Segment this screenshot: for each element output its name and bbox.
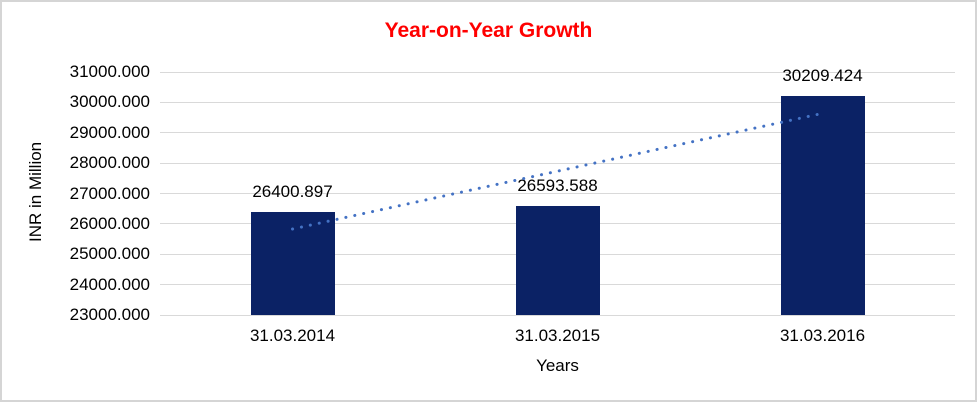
x-tick-label: 31.03.2015	[514, 326, 601, 345]
y-tick-label: 24000.000	[69, 274, 150, 294]
x-tick-label: 31.03.2016	[779, 326, 866, 345]
chart-title: Year-on-Year Growth	[384, 19, 593, 42]
x-tick-label: 31.03.2014	[249, 326, 336, 345]
y-tick-label: 29000.000	[69, 122, 150, 142]
gridline	[160, 101, 955, 103]
y-tick-label: 30000.000	[69, 92, 150, 112]
y-tick-label: 28000.000	[69, 153, 150, 173]
y-tick-label: 27000.000	[69, 183, 150, 203]
data-label: 26593.588	[517, 175, 598, 195]
gridline	[160, 314, 955, 316]
data-label: 26400.897	[252, 181, 333, 201]
bar	[780, 96, 865, 315]
x-axis-title: Years	[536, 356, 579, 375]
bar	[515, 205, 600, 315]
bar	[250, 211, 335, 315]
y-tick-label: 23000.000	[69, 305, 150, 324]
y-tick-label: 26000.000	[69, 213, 150, 233]
y-tick-label: 31000.000	[69, 62, 150, 81]
data-label: 30209.424	[782, 66, 863, 85]
y-tick-label: 25000.000	[69, 244, 150, 264]
gridline	[160, 71, 955, 73]
